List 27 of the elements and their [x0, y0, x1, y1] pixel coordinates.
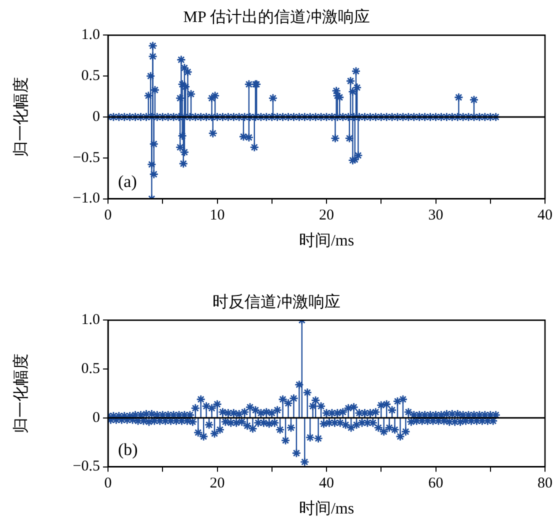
- x-tick-label: 60: [428, 476, 444, 492]
- y-axis-title: 归一化幅度: [12, 354, 30, 434]
- x-tick-label: 20: [210, 476, 225, 492]
- annotation: (a): [118, 172, 137, 191]
- chart-title: MP 估计出的信道冲激响应: [183, 8, 370, 26]
- chart-title: 时反信道冲激响应: [212, 292, 340, 311]
- annotation: (b): [118, 440, 138, 459]
- y-tick-label: −0.5: [72, 150, 100, 166]
- x-axis-title: 时间/ms: [298, 500, 354, 518]
- y-axis-title: 归一化幅度: [12, 77, 30, 157]
- y-tick-label: 0: [92, 108, 100, 125]
- x-tick-label: 20: [319, 208, 334, 224]
- x-axis-title: 时间/ms: [298, 232, 354, 250]
- x-tick-label: 80: [538, 476, 552, 492]
- y-tick-label: 0.5: [81, 68, 100, 84]
- x-tick-label: 0: [104, 208, 112, 224]
- x-tick-label: 0: [104, 476, 112, 492]
- x-tick-label: 10: [210, 208, 225, 224]
- x-tick-label: 40: [319, 476, 334, 492]
- x-tick-label: 30: [428, 208, 444, 224]
- y-tick-label: 0: [92, 410, 100, 426]
- y-tick-label: −0.5: [72, 458, 100, 475]
- y-tick-label: 1.0: [81, 27, 100, 44]
- x-tick-label: 40: [538, 208, 552, 224]
- y-tick-label: 1.0: [81, 312, 100, 328]
- y-tick-label: 0.5: [81, 361, 100, 378]
- y-tick-label: −1.0: [72, 190, 100, 207]
